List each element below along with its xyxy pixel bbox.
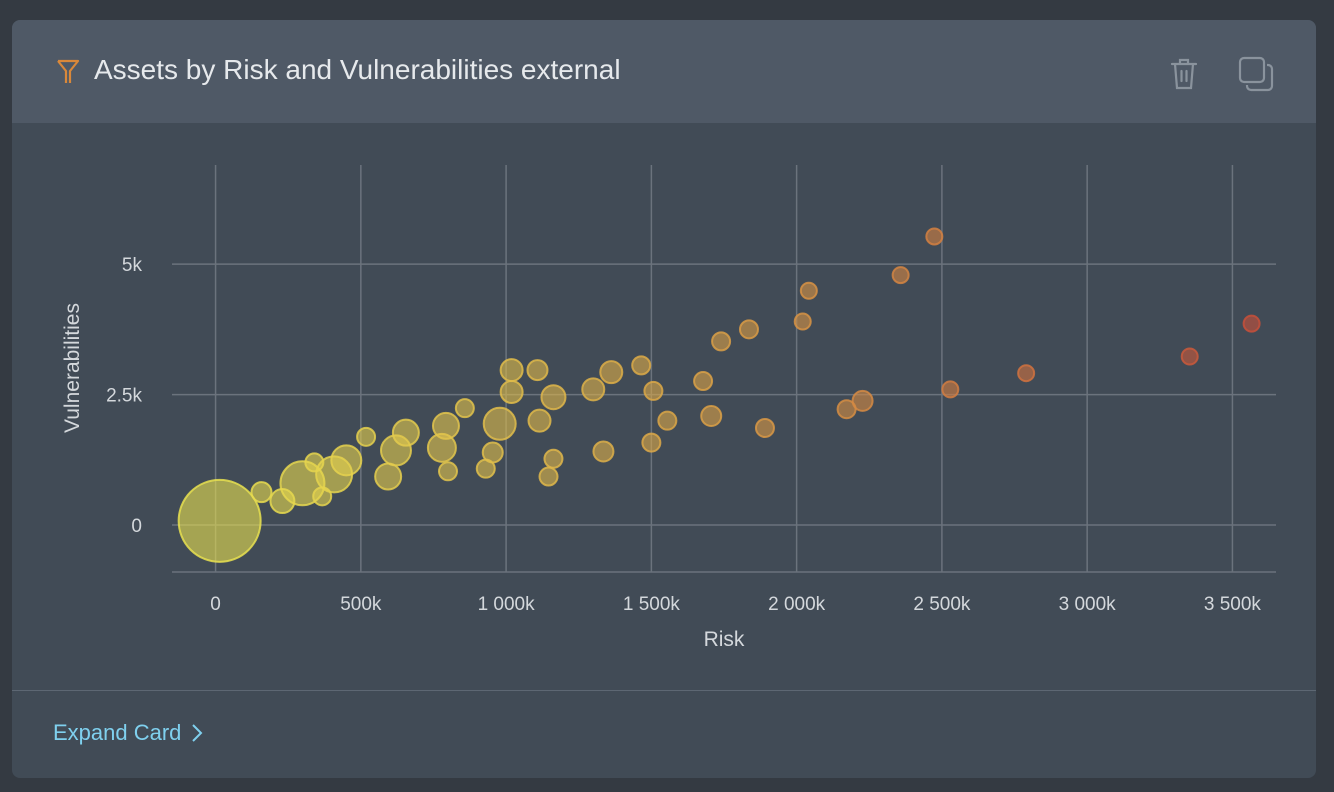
- data-point: [925, 227, 944, 246]
- data-point: [330, 444, 363, 477]
- data-point: [540, 384, 567, 411]
- data-point: [657, 410, 678, 431]
- y-tick-label: 2.5k: [106, 386, 142, 407]
- x-tick-label: 3 500k: [1204, 594, 1262, 615]
- data-point: [599, 360, 624, 385]
- x-tick-label: 500k: [340, 594, 382, 615]
- x-tick-label: 1 500k: [623, 594, 681, 615]
- y-axis-label: Vulnerabilities: [61, 303, 84, 433]
- data-point: [711, 331, 732, 352]
- data-point: [1017, 364, 1036, 383]
- data-point: [738, 319, 759, 340]
- data-point: [374, 462, 403, 491]
- data-point: [592, 440, 615, 463]
- data-point: [527, 408, 552, 433]
- x-tick-label: 1 000k: [478, 594, 536, 615]
- y-tick-label: 5k: [122, 255, 143, 276]
- data-point: [754, 417, 775, 438]
- data-point: [431, 411, 460, 440]
- data-point: [693, 371, 714, 392]
- x-tick-label: 2 000k: [768, 594, 826, 615]
- data-point: [391, 418, 420, 447]
- footer-divider: [12, 690, 1316, 691]
- x-tick-label: 0: [210, 594, 221, 615]
- data-point: [543, 448, 564, 469]
- card-title: Assets by Risk and Vulnerabilities exter…: [94, 54, 621, 85]
- data-point: [356, 426, 377, 447]
- data-point: [793, 312, 812, 331]
- data-point: [581, 377, 606, 402]
- filter-icon[interactable]: [55, 58, 81, 86]
- data-point: [631, 355, 652, 376]
- data-point: [526, 359, 549, 382]
- card-header: Assets by Risk and Vulnerabilities exter…: [12, 20, 1316, 123]
- trash-icon[interactable]: [1169, 56, 1199, 92]
- data-point: [799, 281, 818, 300]
- data-point: [482, 406, 517, 441]
- data-point: [481, 441, 504, 464]
- chart-card: Assets by Risk and Vulnerabilities exter…: [12, 20, 1316, 778]
- data-point: [1242, 314, 1261, 333]
- expand-card-label: Expand Card: [53, 720, 182, 745]
- data-point: [250, 481, 273, 504]
- y-tick-label: 0: [131, 516, 142, 537]
- chevron-right-icon: [192, 724, 203, 742]
- data-point: [851, 389, 874, 412]
- data-point: [499, 379, 524, 404]
- x-axis-label: Risk: [704, 628, 745, 651]
- data-point: [454, 398, 475, 419]
- data-point: [641, 432, 662, 453]
- data-point: [177, 478, 262, 563]
- data-point: [941, 380, 960, 399]
- x-tick-label: 2 500k: [913, 594, 971, 615]
- x-tick-label: 3 000k: [1059, 594, 1117, 615]
- data-point: [438, 461, 458, 482]
- data-point: [700, 404, 723, 427]
- data-point: [538, 466, 559, 487]
- data-point: [1180, 347, 1199, 366]
- data-point: [499, 358, 524, 383]
- duplicate-icon[interactable]: [1238, 56, 1274, 92]
- data-point: [643, 380, 664, 401]
- expand-card-link[interactable]: Expand Card: [53, 720, 203, 746]
- data-point: [891, 266, 910, 285]
